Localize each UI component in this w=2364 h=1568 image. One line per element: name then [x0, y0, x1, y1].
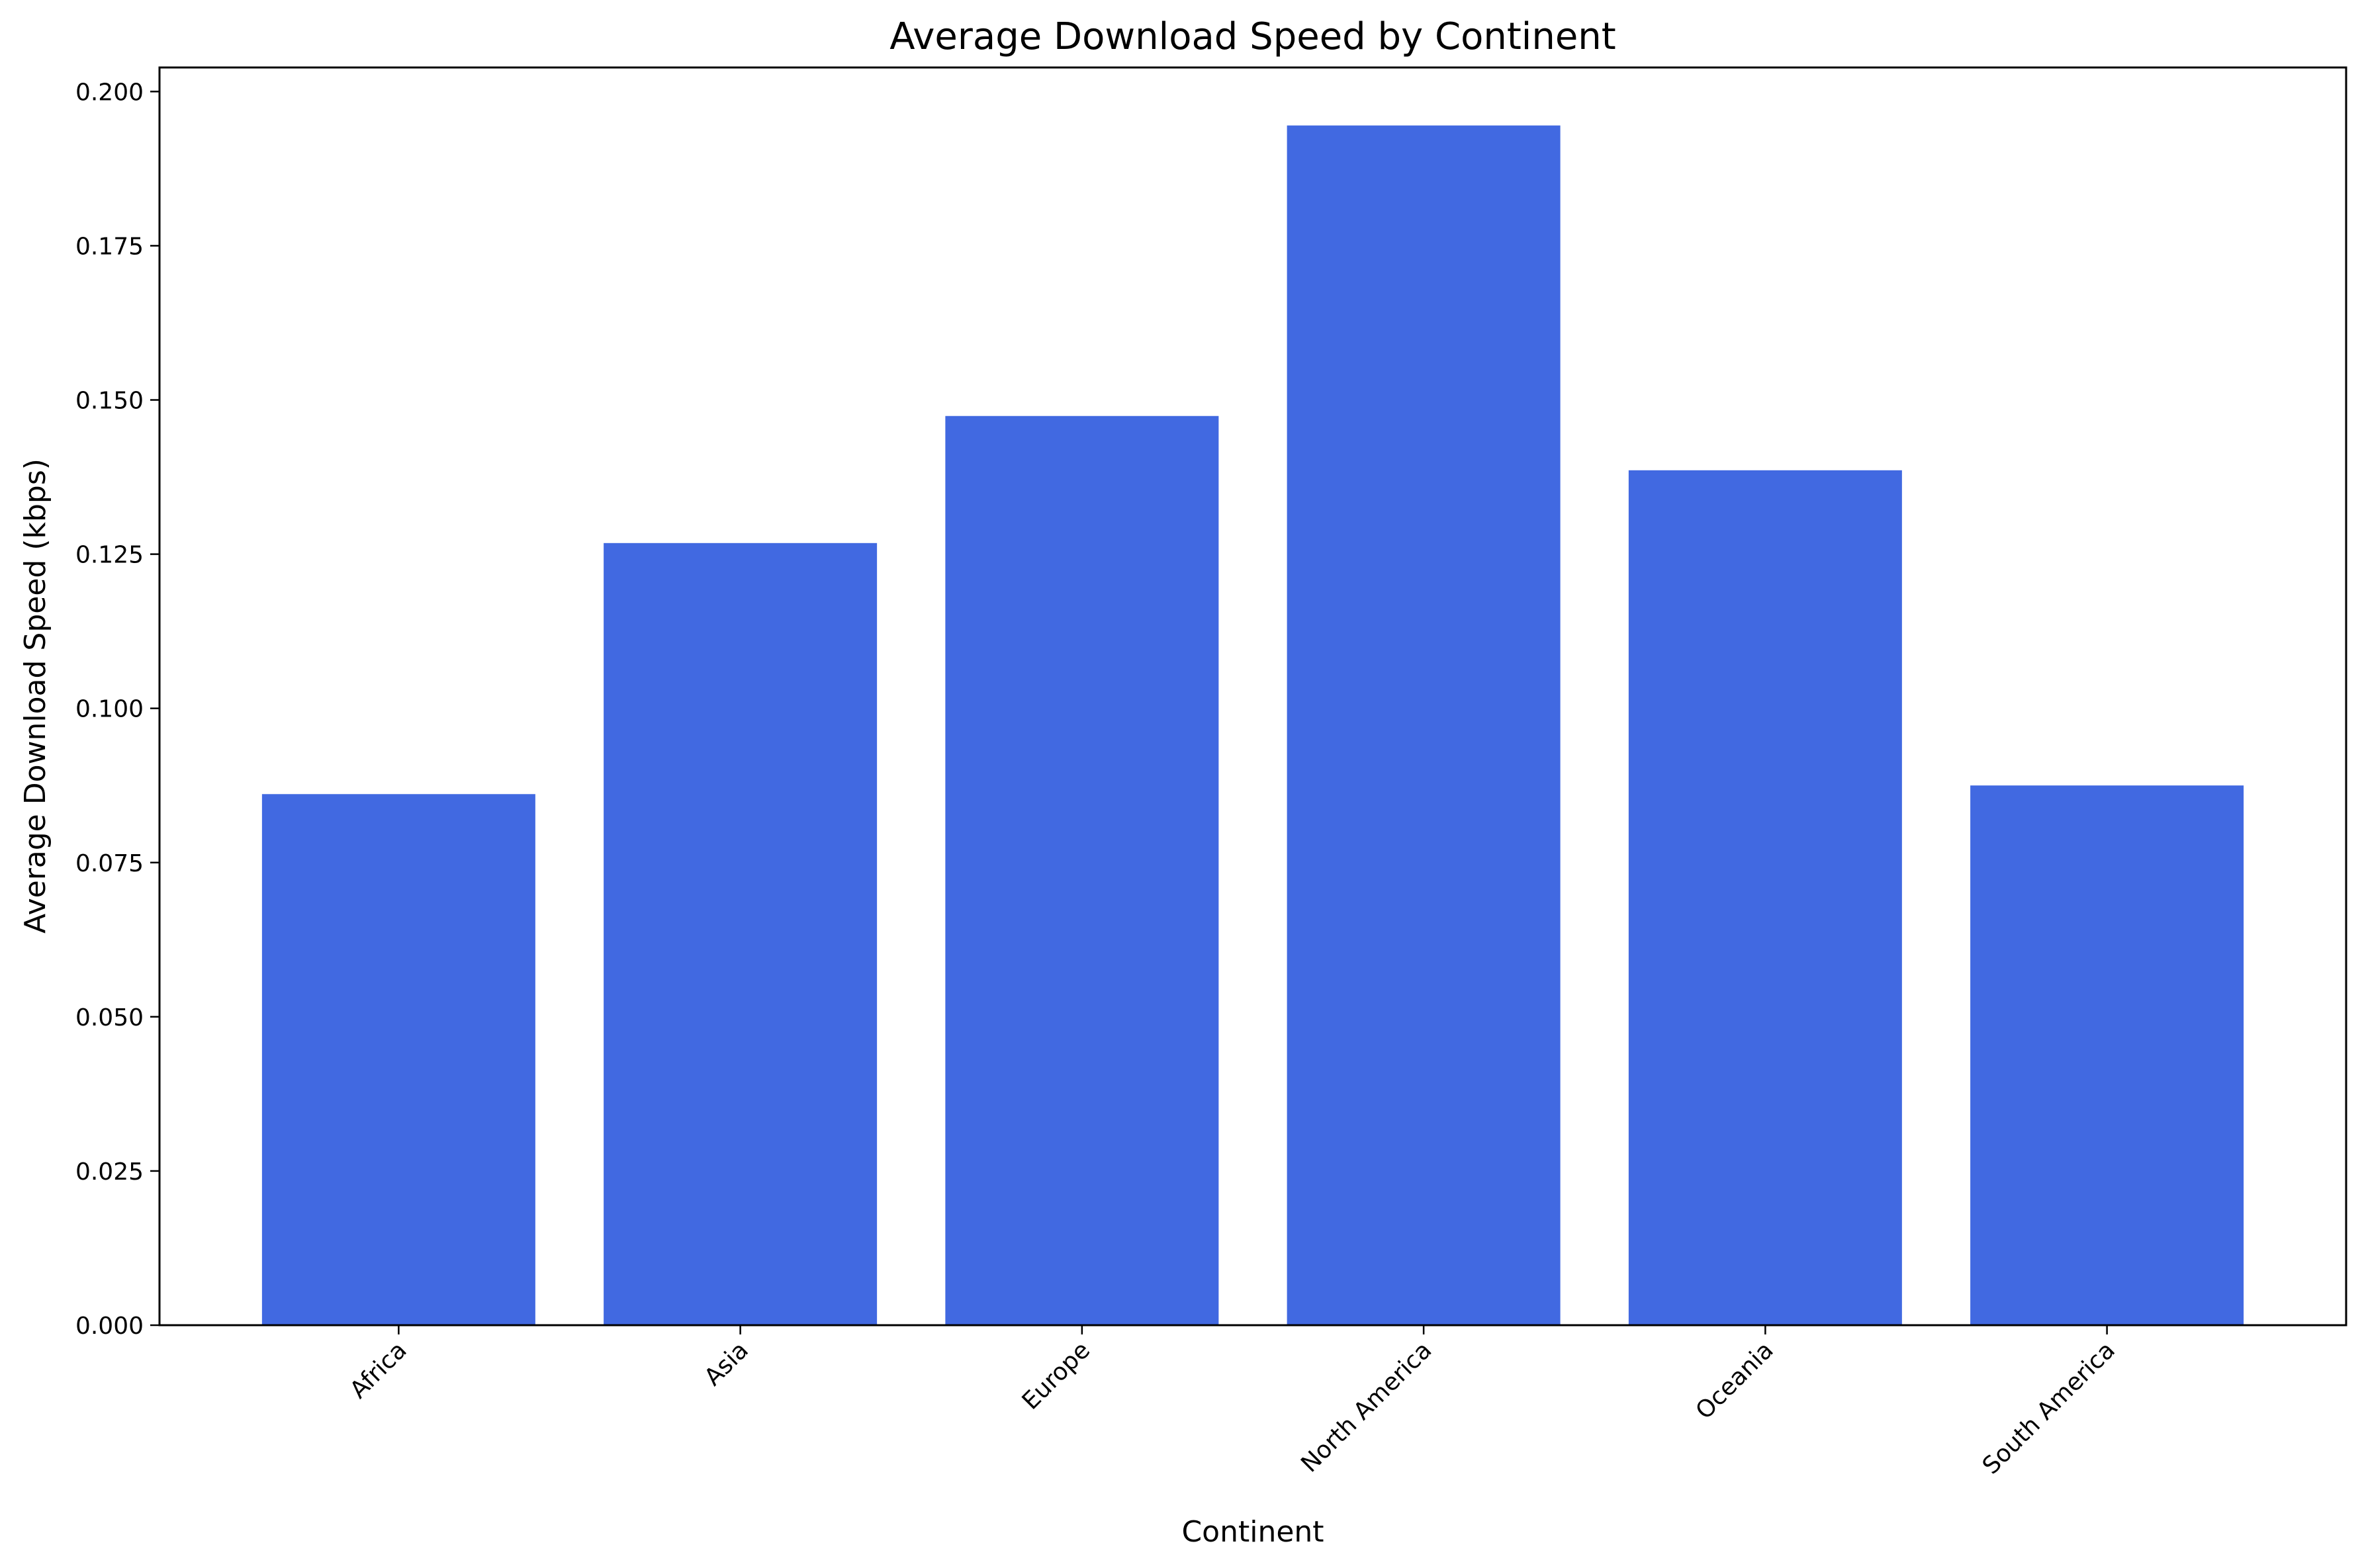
plot-frame — [158, 66, 2347, 1327]
x-tick-label-north-america: North America — [1296, 1336, 1437, 1477]
bar-africa — [261, 794, 535, 1325]
y-axis: 0.000 0.025 0.050 0.075 0.100 0.125 0.150 0.175… — [75, 79, 159, 1340]
y-tick-label: 0.150 — [75, 388, 144, 415]
x-axis: Africa Asia Europe North America Oceania Sout… — [345, 1325, 2120, 1479]
bar-europe — [945, 415, 1219, 1325]
y-axis-label: Average Download Speed (kbps) — [19, 458, 52, 934]
bar-south-america — [1970, 785, 2244, 1325]
y-tick-label: 0.125 — [75, 542, 144, 569]
x-axis-label: Continent — [1181, 1515, 1324, 1549]
x-tick-label-oceania: Oceania — [1691, 1336, 1779, 1424]
bar-north-america — [1287, 125, 1561, 1325]
x-tick-label-asia: Asia — [700, 1336, 754, 1391]
y-tick-label: 0.175 — [75, 233, 144, 260]
y-tick-label: 0.025 — [75, 1158, 144, 1186]
y-tick-label: 0.100 — [75, 696, 144, 723]
chart-title: Average Download Speed by Continent — [889, 15, 1616, 58]
y-tick-label: 0.000 — [75, 1313, 144, 1340]
bar-asia — [604, 543, 878, 1325]
y-tick-label: 0.200 — [75, 79, 144, 106]
y-tick-label: 0.075 — [75, 850, 144, 877]
x-tick-label-south-america: South America — [1978, 1336, 2120, 1479]
x-tick-label-europe: Europe — [1017, 1336, 1096, 1415]
x-tick-label-africa: Africa — [345, 1336, 412, 1404]
bar-oceania — [1628, 470, 1902, 1325]
bars-group — [261, 125, 2244, 1325]
y-tick-label: 0.050 — [75, 1004, 144, 1031]
